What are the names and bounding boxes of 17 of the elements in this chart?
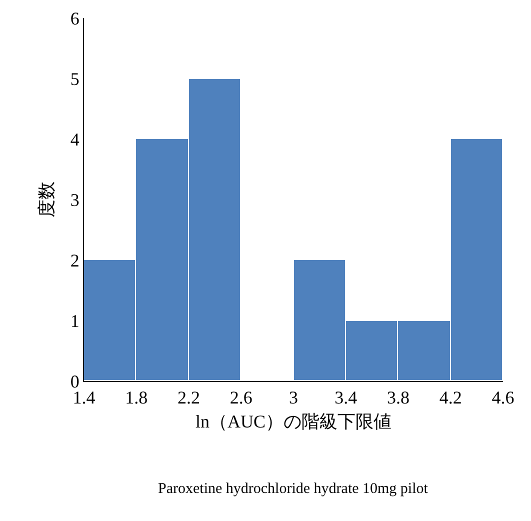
y-tick-label: 5: [70, 68, 80, 89]
x-tick-label: 4.6: [492, 388, 514, 408]
y-tick-label: 1: [70, 310, 80, 331]
x-tick-label: 4.2: [439, 388, 462, 408]
x-tick-label: 3.4: [334, 388, 358, 408]
y-tick-label: 2: [70, 250, 80, 270]
y-tick-label: 3: [70, 190, 80, 210]
x-tick-label: 2.6: [230, 388, 252, 408]
y-tick-label: 6: [70, 8, 80, 28]
text: Paroxetine hydrochloride hydrate 10mg pilot: [158, 481, 429, 497]
x-tick-label: 2.2: [178, 388, 200, 408]
x-tick-label: 3: [289, 388, 298, 408]
x-tick-label: 3.8: [387, 388, 410, 408]
y-tick-label: 4: [70, 129, 80, 150]
x-tick-label: 1.8: [125, 388, 148, 408]
x-axis-title: ln（AUC）の階級下限値: [195, 412, 392, 432]
y-axis-title: 度数: [36, 182, 57, 218]
